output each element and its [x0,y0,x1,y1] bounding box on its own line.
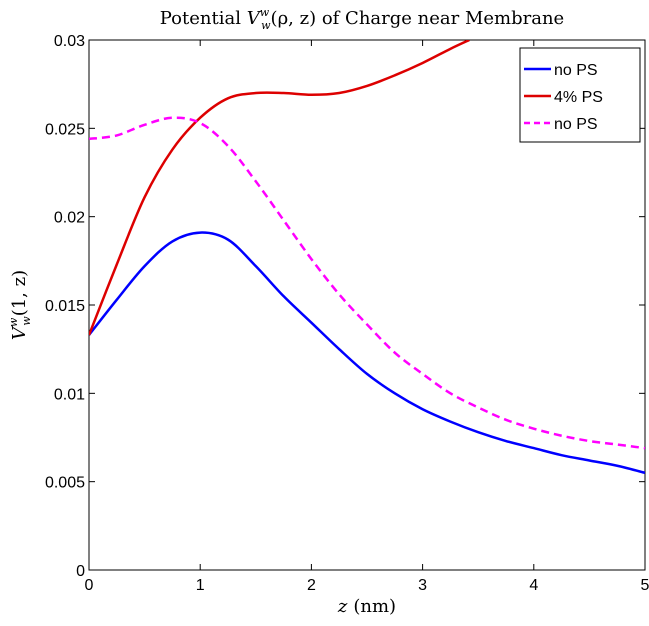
chart-title: Potential Vw w(ρ, z) of Charge near Membr… [160,6,564,32]
x-tick-label: 5 [641,577,649,594]
y-tick-label: 0.025 [45,121,85,138]
series-line-4pct-ps [89,40,470,336]
series-line-no-ps-dashed [89,116,645,450]
series-line-no-ps [89,231,645,475]
y-tick-label: 0.02 [54,210,85,227]
x-tick-label: 4 [529,577,538,594]
legend-label-1: no PS [554,62,598,79]
y-tick-label: 0.01 [54,386,85,403]
y-tick-label: 0.005 [45,475,85,492]
y-tick-label: 0.03 [54,33,85,50]
x-tick-label: 0 [85,577,94,594]
y-tick-label: 0 [76,563,85,580]
x-tick-label: 2 [307,577,316,594]
legend: no PS 4% PS no PS [519,47,641,143]
x-tick-label: 3 [418,577,427,594]
legend-label-2: 4% PS [554,89,603,106]
x-axis-label: z (nm) [337,596,396,617]
legend-label-3: no PS [554,116,598,133]
x-tick-label: 1 [196,577,205,594]
y-axis-label: Vww(1, z) [7,270,33,340]
y-tick-label: 0.015 [45,298,85,315]
